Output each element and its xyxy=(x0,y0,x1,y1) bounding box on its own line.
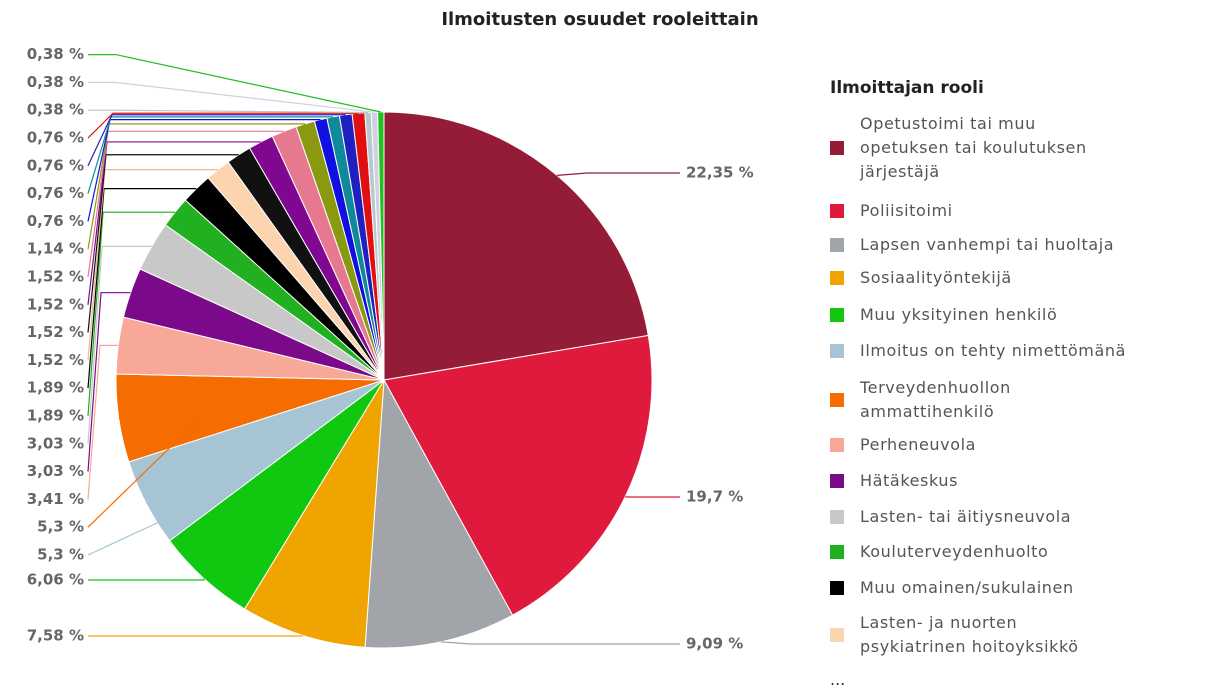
data-label: 6,06 % xyxy=(27,571,84,589)
data-label: 1,52 % xyxy=(27,351,84,369)
legend-label: Opetustoimi tai muu opetuksen tai koulut… xyxy=(860,112,1115,184)
data-label: 7,58 % xyxy=(27,627,84,645)
data-label: 3,41 % xyxy=(27,490,84,508)
data-label: 1,89 % xyxy=(27,379,84,397)
leader-line xyxy=(88,110,368,112)
legend-label: Lasten- ja nuorten psykiatrinen hoitoyks… xyxy=(860,611,1115,659)
legend-swatch xyxy=(830,438,844,452)
data-label: 0,76 % xyxy=(27,156,84,174)
legend-swatch xyxy=(830,141,844,155)
legend-swatch xyxy=(830,581,844,595)
legend-swatch xyxy=(830,204,844,218)
data-label: 3,03 % xyxy=(27,434,84,452)
legend-label: Lasten- tai äitiysneuvola xyxy=(860,505,1200,529)
legend-label: Lapsen vanhempi tai huoltaja xyxy=(860,233,1200,257)
data-label: 1,52 % xyxy=(27,295,84,313)
legend-title: Ilmoittajan rooli xyxy=(830,78,984,98)
legend-label: Muu yksityinen henkilö xyxy=(860,303,1200,327)
leader-line xyxy=(88,578,204,580)
leader-line xyxy=(88,82,374,112)
legend-label: Sosiaalityöntekijä xyxy=(860,266,1200,290)
legend-swatch xyxy=(830,510,844,524)
legend-swatch xyxy=(830,344,844,358)
data-label: 0,76 % xyxy=(27,129,84,147)
leader-line xyxy=(88,635,303,636)
data-label: 3,03 % xyxy=(27,462,84,480)
data-label: 1,52 % xyxy=(27,268,84,286)
legend-swatch xyxy=(830,474,844,488)
legend-swatch xyxy=(830,545,844,559)
chart-title: Ilmoitusten osuudet rooleittain xyxy=(441,9,758,30)
pie-slice xyxy=(384,112,648,380)
legend-label: Ilmoitus on tehty nimettömänä xyxy=(860,339,1200,363)
data-label: 19,7 % xyxy=(686,488,743,506)
legend-swatch xyxy=(830,628,844,642)
leader-line xyxy=(441,642,680,644)
leader-line xyxy=(557,173,680,175)
legend-swatch xyxy=(830,238,844,252)
data-label: 0,38 % xyxy=(27,101,84,119)
legend-swatch xyxy=(830,308,844,322)
legend-label: Terveydenhuollon ammattihenkilö xyxy=(860,376,1115,424)
data-label: 1,89 % xyxy=(27,407,84,425)
legend-swatch xyxy=(830,271,844,285)
data-label: 0,38 % xyxy=(27,73,84,91)
legend-label: Poliisitoimi xyxy=(860,199,1200,223)
data-label: 5,3 % xyxy=(37,546,84,564)
leader-line xyxy=(88,345,118,499)
legend-label: Hätäkeskus xyxy=(860,469,1200,493)
data-label: 9,09 % xyxy=(686,635,743,653)
data-label: 22,35 % xyxy=(686,164,754,182)
legend-more: ... xyxy=(830,670,845,689)
data-label: 0,76 % xyxy=(27,212,84,230)
legend-label: Perheneuvola xyxy=(860,433,1200,457)
data-label: 0,76 % xyxy=(27,184,84,202)
legend-swatch xyxy=(830,393,844,407)
data-label: 1,52 % xyxy=(27,323,84,341)
legend-label: Kouluterveydenhuolto xyxy=(860,540,1200,564)
data-label: 1,14 % xyxy=(27,240,84,258)
leader-line xyxy=(88,55,381,112)
data-label: 5,3 % xyxy=(37,518,84,536)
data-label: 0,38 % xyxy=(27,45,84,63)
legend-label: Muu omainen/sukulainen xyxy=(860,576,1200,600)
